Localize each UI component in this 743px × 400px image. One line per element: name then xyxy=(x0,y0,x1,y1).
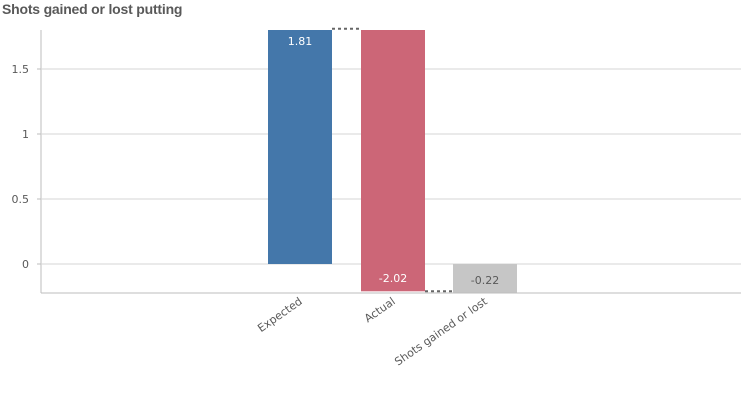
data-label: -0.22 xyxy=(471,274,499,287)
chart-title: Shots gained or lost putting xyxy=(2,1,183,17)
y-tick-label: 1.5 xyxy=(12,63,30,76)
y-tick-label: 1 xyxy=(22,128,29,141)
x-category-label: Shots gained or lost xyxy=(392,294,490,368)
y-tick-label: 0 xyxy=(22,258,29,271)
bar-1[interactable] xyxy=(268,30,332,264)
x-category-label: Expected xyxy=(255,295,305,335)
x-category-label: Actual xyxy=(362,295,398,325)
data-label: -2.02 xyxy=(379,272,407,285)
bar-3[interactable] xyxy=(453,264,517,293)
y-tick-label: 0.5 xyxy=(12,193,30,206)
bar-2[interactable] xyxy=(361,30,425,292)
data-label: 1.81 xyxy=(288,35,313,48)
